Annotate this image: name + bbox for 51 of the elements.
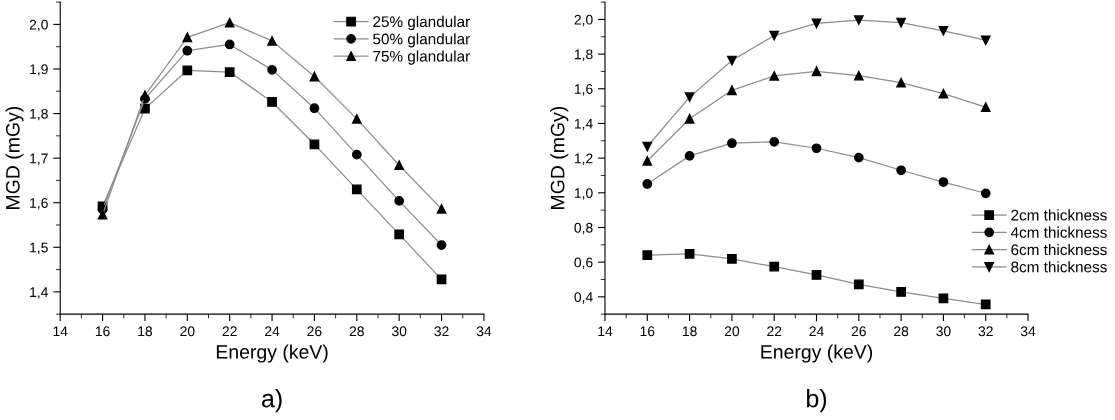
y-tick-label: 1,7 — [30, 153, 48, 165]
y-tick-label: 0,8 — [574, 222, 593, 235]
x-tick-label: 18 — [682, 326, 697, 337]
y-tick-label: 1,6 — [30, 198, 48, 210]
x-tick-label: 26 — [307, 326, 322, 337]
x-tick-label: 22 — [222, 326, 237, 337]
legend-label: 25% glandular — [373, 15, 470, 31]
y-tick-label: 2,0 — [29, 19, 48, 32]
y-tick-label: 1,5 — [30, 242, 48, 255]
y-tick-label: 1,8 — [574, 49, 593, 61]
y-tick-label: 1,4 — [30, 287, 48, 299]
text: a) — [262, 389, 282, 413]
legend-label: 2cm thickness — [1011, 209, 1107, 221]
legend-label: 8cm thickness — [1011, 261, 1107, 273]
x-tick-label: 34 — [1020, 326, 1036, 337]
y-tick-label: 1,4 — [574, 118, 593, 131]
x-tick-label: 24 — [809, 326, 824, 337]
y-tick-label: 1,0 — [574, 188, 593, 200]
legend-label: 50% glandular — [373, 33, 470, 48]
x-tick-label: 30 — [391, 326, 407, 337]
x-tick-label: 22 — [767, 326, 782, 337]
x-tick-label: 28 — [894, 326, 909, 337]
x-tick-label: 34 — [476, 326, 492, 337]
y-tick-label: 1,8 — [30, 108, 48, 121]
legend-label: 6cm thickness — [1011, 243, 1107, 256]
x-tick-label: 32 — [434, 326, 449, 337]
x-tick-label: 32 — [978, 326, 993, 337]
y-axis-title: MGD (mGy) — [5, 106, 24, 209]
text: b) — [807, 389, 827, 413]
x-tick-label: 26 — [851, 326, 866, 337]
x-tick-label: 14 — [53, 326, 68, 337]
x-axis-title: Energy (keV) — [761, 344, 873, 363]
x-tick-label: 28 — [349, 326, 364, 337]
y-tick-label: 0,6 — [574, 257, 593, 269]
x-tick-label: 16 — [640, 326, 655, 337]
x-tick-label: 30 — [936, 326, 951, 337]
y-tick-label: 1,9 — [30, 64, 48, 76]
x-tick-label: 18 — [138, 326, 153, 337]
x-tick-label: 20 — [724, 326, 740, 337]
legend-label: 75% glandular — [373, 50, 470, 65]
x-tick-label: 24 — [265, 326, 280, 337]
y-tick-label: 2,0 — [574, 14, 593, 27]
legend-label: 4cm thickness — [1010, 226, 1107, 238]
y-axis-title: MGD (mGy) — [550, 106, 569, 209]
y-tick-label: 1,2 — [574, 153, 593, 165]
x-tick-label: 14 — [598, 326, 613, 337]
x-tick-label: 16 — [95, 326, 110, 337]
y-tick-label: 0,4 — [574, 292, 593, 304]
x-axis-title: Energy (keV) — [216, 344, 328, 363]
x-tick-label: 20 — [180, 326, 195, 337]
y-tick-label: 1,6 — [574, 84, 593, 96]
